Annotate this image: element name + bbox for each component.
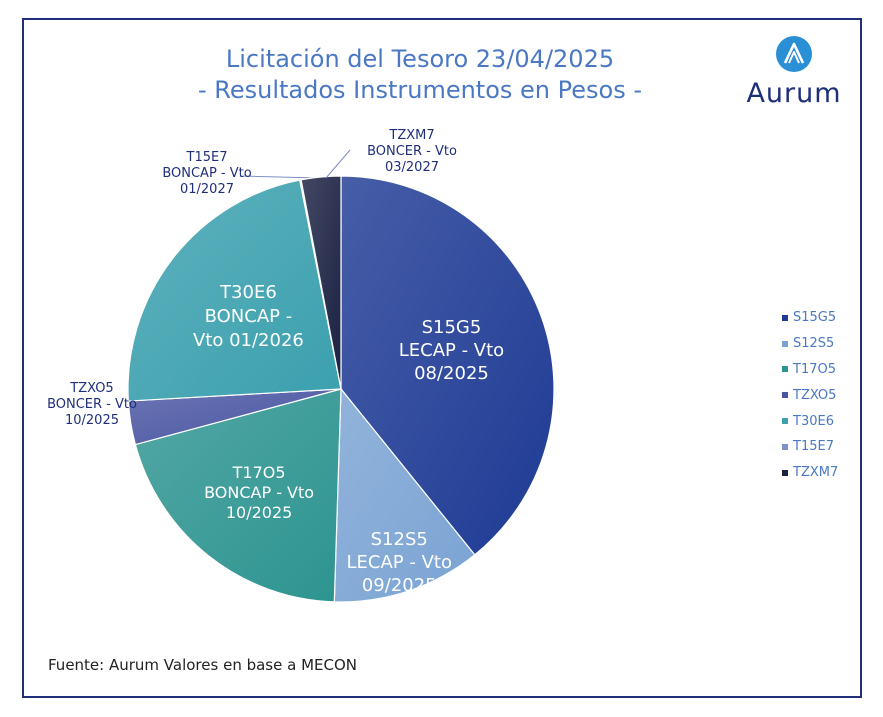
slice-label-line: 03/2027 [384,160,439,175]
legend-item-s15g5: S15G5 [782,305,862,331]
legend-swatch [782,366,788,373]
legend-item-t30e6: T30E6 [782,408,862,434]
slice-label-t17o5: T17O5 BONCAP - Vto 10/2025 [204,463,314,523]
legend-label: T17O5 [793,361,836,377]
slice-label-t15e7: T15E7 BONCAP - Vto 01/2027 [162,150,251,198]
slice-label-line: 01/2027 [179,182,235,197]
legend-item-t17o5: T17O5 [782,357,862,383]
slice-label-tzxo5: TZXO5 BONCER - Vto 10/2025 [47,381,137,429]
legend-label: S15G5 [793,310,837,326]
chart-legend: S15G5 S12S5 T17O5 TZXO5 T30E6 T15E7 TZXM7 [782,305,862,486]
legend-label: TZXM7 [793,465,839,481]
leader-line-t15e7 [239,175,319,179]
legend-item-t15e7: T15E7 [782,434,862,460]
slice-label-line: TZXO5 [70,381,114,396]
legend-item-s12s5: S12S5 [782,331,862,357]
slice-label-line: BONCAP - [204,306,293,328]
leader-line-tzxm7 [325,149,351,179]
slice-label-line: 09/2025 [361,575,437,597]
slice-label-line: S15G5 [421,316,482,338]
slice-label-s12s5: S12S5 LECAP - Vto 09/2025 [347,528,452,597]
chart-title-line2: - Resultados Instrumentos en Pesos - [197,76,643,104]
source-note: Fuente: Aurum Valores en base a MECON [48,656,357,674]
slice-label-t30e6: T30E6 BONCAP - Vto 01/2026 [193,281,304,353]
legend-swatch [782,418,788,425]
chart-title: Licitación del Tesoro 23/04/2025 - Resul… [120,44,720,106]
slice-label-line: BONCAP - Vto [162,166,252,181]
slice-label-line: T15E7 [186,150,228,165]
slice-label-line: T17O5 [232,462,286,482]
pie-slice-s15g5 [340,175,555,556]
legend-swatch [782,443,788,450]
legend-label: S12S5 [793,336,835,352]
legend-label: TZXO5 [793,387,837,403]
legend-swatch [782,469,788,476]
chart-title-line1: Licitación del Tesoro 23/04/2025 [225,45,615,73]
slice-label-line: Vto 01/2026 [192,330,304,352]
aurum-logo: Aurum [736,34,852,114]
slice-label-line: S12S5 [370,529,428,551]
legend-item-tzxo5: TZXO5 [782,382,862,408]
pie-slice-t30e6 [127,179,342,402]
pie-slice-s12s5 [333,387,476,603]
slice-label-line: LECAP - Vto [398,339,505,361]
slice-label-line: BONCER - Vto [47,397,137,412]
slice-label-s15g5: S15G5 LECAP - Vto 08/2025 [399,316,504,385]
slice-label-line: 08/2025 [414,362,489,384]
slice-label-line: T30E6 [220,282,277,304]
logo-text: Aurum [746,78,842,109]
legend-label: T30E6 [793,413,834,429]
slice-label-line: TZXM7 [389,128,435,143]
aurum-logo-icon [776,36,812,72]
legend-swatch [782,314,788,321]
legend-swatch [782,340,788,347]
legend-item-tzxm7: TZXM7 [782,460,862,486]
slice-label-line: BONCAP - Vto [204,482,315,502]
slice-label-line: 10/2025 [225,502,293,522]
pie-slice-t17o5 [134,388,342,603]
legend-swatch [782,392,788,399]
pie-slice-tzxm7 [300,175,342,390]
slice-label-line: LECAP - Vto [346,552,452,574]
legend-label: T15E7 [793,439,834,455]
slice-label-tzxm7: TZXM7 BONCER - Vto 03/2027 [367,128,457,176]
slice-label-line: BONCER - Vto [367,144,457,159]
slice-label-line: 10/2025 [64,413,119,428]
